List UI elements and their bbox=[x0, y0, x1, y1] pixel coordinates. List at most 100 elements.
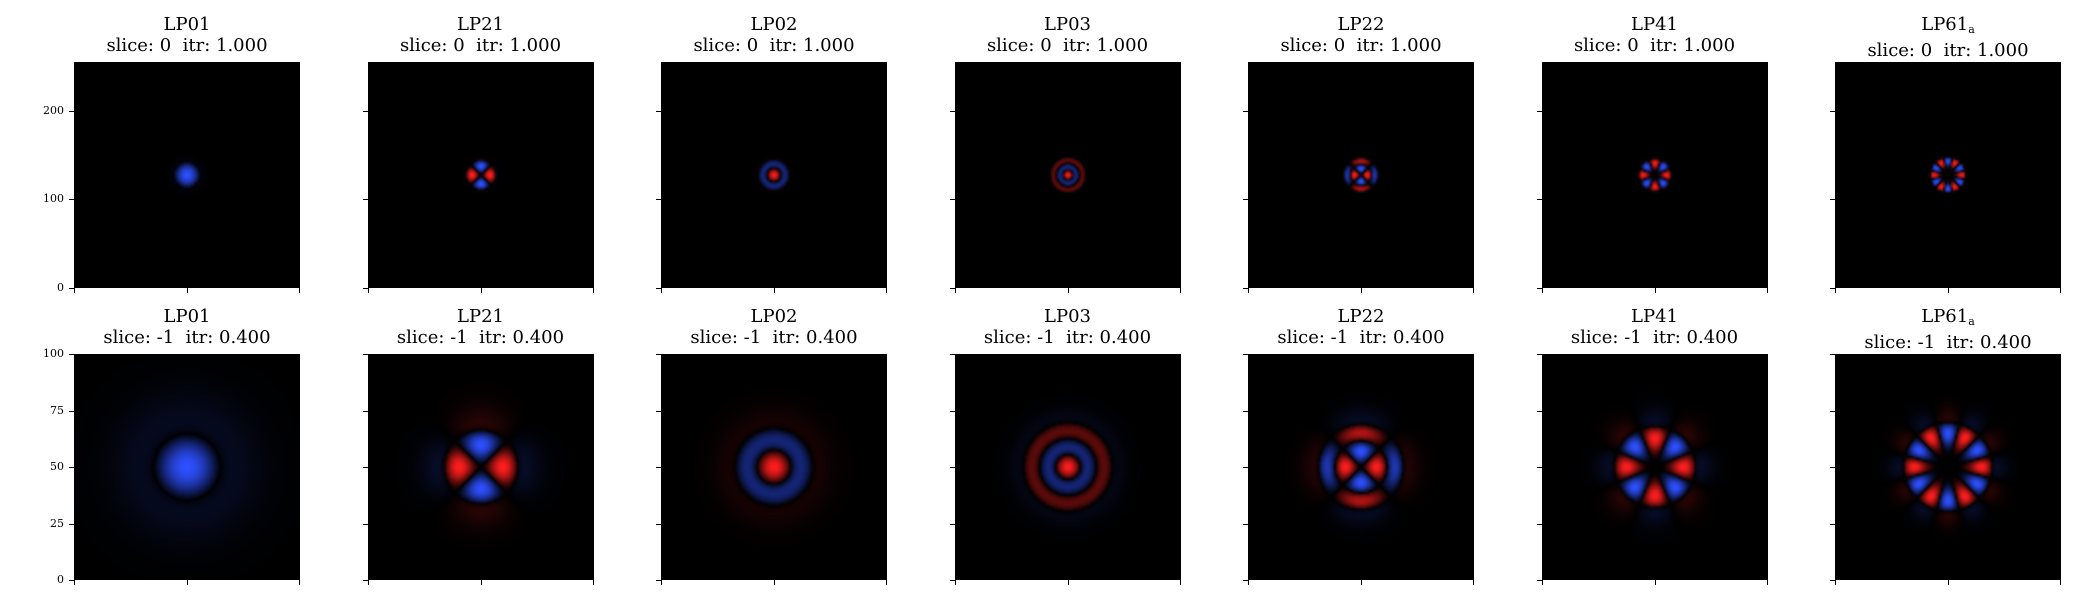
mode-field-heatmap bbox=[1835, 62, 2061, 288]
y-tick-mark bbox=[1243, 467, 1248, 468]
y-tick-mark bbox=[1243, 411, 1248, 412]
x-tick-mark bbox=[1361, 580, 1362, 585]
x-tick-mark bbox=[2060, 288, 2061, 293]
itr-label: itr: 1.000 bbox=[1943, 40, 2029, 61]
x-tick-mark bbox=[74, 580, 75, 585]
x-tick-mark bbox=[1835, 288, 1836, 293]
x-tick-mark bbox=[299, 288, 300, 293]
y-tick-mark bbox=[69, 354, 74, 355]
mode-name-label: LP61a bbox=[1805, 14, 2091, 40]
heatmap-image bbox=[74, 62, 300, 288]
mode-name: LP01 bbox=[163, 306, 211, 327]
x-tick-mark bbox=[1473, 288, 1474, 293]
slice-label: slice: -1 bbox=[1277, 327, 1349, 348]
x-tick-mark bbox=[954, 288, 956, 293]
y-tick-mark bbox=[656, 524, 661, 525]
x-tick-mark bbox=[1766, 580, 1768, 585]
slice-label: slice: -1 bbox=[396, 327, 468, 348]
mode-name-label: LP41 bbox=[1512, 14, 1798, 35]
mode-name-label: LP01 bbox=[44, 14, 330, 35]
mode-field-heatmap bbox=[367, 354, 594, 580]
y-tick-mark bbox=[69, 199, 74, 200]
heatmap-image bbox=[954, 62, 1181, 288]
mode-name: LP22 bbox=[1337, 14, 1385, 35]
y-tick-mark bbox=[949, 580, 955, 581]
y-tick-label: 0 bbox=[57, 573, 64, 586]
x-tick-mark bbox=[886, 288, 887, 293]
y-tick-mark bbox=[656, 411, 661, 412]
x-tick-mark bbox=[367, 288, 369, 293]
y-tick-mark bbox=[1830, 288, 1835, 289]
y-tick-mark bbox=[949, 467, 955, 468]
y-tick-label: 0 bbox=[57, 281, 64, 294]
y-tick-mark bbox=[362, 199, 368, 200]
x-tick-mark bbox=[1654, 580, 1656, 585]
mode-field-heatmap bbox=[74, 62, 300, 288]
mode-name: LP03 bbox=[1044, 306, 1091, 327]
itr-label: itr: 1.000 bbox=[1063, 35, 1149, 56]
panel-title: LP61a slice: 0 itr: 1.000 bbox=[1805, 14, 2091, 61]
mode-subscript: a bbox=[1968, 315, 1975, 328]
panel-title: LP01 slice: -1 itr: 0.400 bbox=[44, 306, 330, 348]
y-tick-mark bbox=[1830, 354, 1835, 355]
mode-field-heatmap bbox=[661, 354, 887, 580]
heatmap-image bbox=[1248, 354, 1474, 580]
x-tick-mark bbox=[886, 580, 887, 585]
panel-title: LP03 slice: -1 itr: 0.400 bbox=[925, 306, 1211, 348]
itr-label: itr: 0.400 bbox=[185, 327, 271, 348]
y-tick-mark bbox=[1243, 354, 1248, 355]
slice-label: slice: 0 bbox=[1867, 40, 1933, 61]
itr-label: itr: 0.400 bbox=[772, 327, 858, 348]
y-tick-mark bbox=[949, 354, 955, 355]
y-tick-mark bbox=[362, 580, 368, 581]
x-tick-mark bbox=[1541, 580, 1543, 585]
mode-name: LP02 bbox=[750, 14, 798, 35]
x-tick-mark bbox=[1948, 288, 1949, 293]
slice-itr-label: slice: -1 itr: 0.400 bbox=[44, 327, 330, 348]
heatmap-image bbox=[661, 62, 887, 288]
x-tick-mark bbox=[774, 288, 775, 293]
heatmap-image bbox=[954, 354, 1181, 580]
mode-name-label: LP02 bbox=[631, 306, 917, 327]
y-tick-mark bbox=[1536, 354, 1542, 355]
mode-name-label: LP61a bbox=[1805, 306, 2091, 332]
slice-itr-label: slice: -1 itr: 0.400 bbox=[1805, 332, 2091, 353]
y-tick-mark bbox=[1830, 467, 1835, 468]
mode-name-label: LP41 bbox=[1512, 306, 1798, 327]
y-tick-mark bbox=[69, 111, 74, 112]
y-tick-label: 100 bbox=[43, 347, 64, 360]
y-tick-label: 75 bbox=[50, 404, 64, 417]
panel-title: LP02 slice: -1 itr: 0.400 bbox=[631, 306, 917, 348]
itr-label: itr: 0.400 bbox=[1066, 327, 1152, 348]
y-tick-mark bbox=[362, 354, 368, 355]
slice-itr-label: slice: -1 itr: 0.400 bbox=[1512, 327, 1798, 348]
itr-label: itr: 1.000 bbox=[476, 35, 562, 56]
mode-field-heatmap bbox=[1835, 354, 2061, 580]
mode-field-heatmap bbox=[661, 62, 887, 288]
heatmap-image bbox=[661, 354, 887, 580]
x-tick-mark bbox=[1067, 580, 1069, 585]
slice-itr-label: slice: -1 itr: 0.400 bbox=[631, 327, 917, 348]
x-tick-mark bbox=[1835, 580, 1836, 585]
mode-name: LP41 bbox=[1631, 306, 1678, 327]
heatmap-image bbox=[367, 354, 594, 580]
y-tick-mark bbox=[1243, 524, 1248, 525]
y-tick-mark bbox=[1536, 288, 1542, 289]
slice-label: slice: 0 bbox=[1280, 35, 1346, 56]
heatmap-image bbox=[1248, 62, 1474, 288]
x-tick-mark bbox=[299, 580, 300, 585]
panel-title: LP41 slice: 0 itr: 1.000 bbox=[1512, 14, 1798, 56]
y-tick-mark bbox=[656, 580, 661, 581]
y-tick-mark bbox=[1830, 580, 1835, 581]
mode-field-heatmap bbox=[954, 62, 1181, 288]
slice-label: slice: -1 bbox=[103, 327, 175, 348]
heatmap-image bbox=[1541, 354, 1768, 580]
x-tick-mark bbox=[1541, 288, 1543, 293]
slice-label: slice: -1 bbox=[1570, 327, 1642, 348]
y-tick-mark bbox=[69, 580, 74, 581]
panel-title: LP21 slice: -1 itr: 0.400 bbox=[338, 306, 624, 348]
mode-name: LP21 bbox=[457, 306, 504, 327]
y-tick-mark bbox=[69, 288, 74, 289]
y-tick-mark bbox=[1243, 288, 1248, 289]
x-tick-mark bbox=[74, 288, 75, 293]
